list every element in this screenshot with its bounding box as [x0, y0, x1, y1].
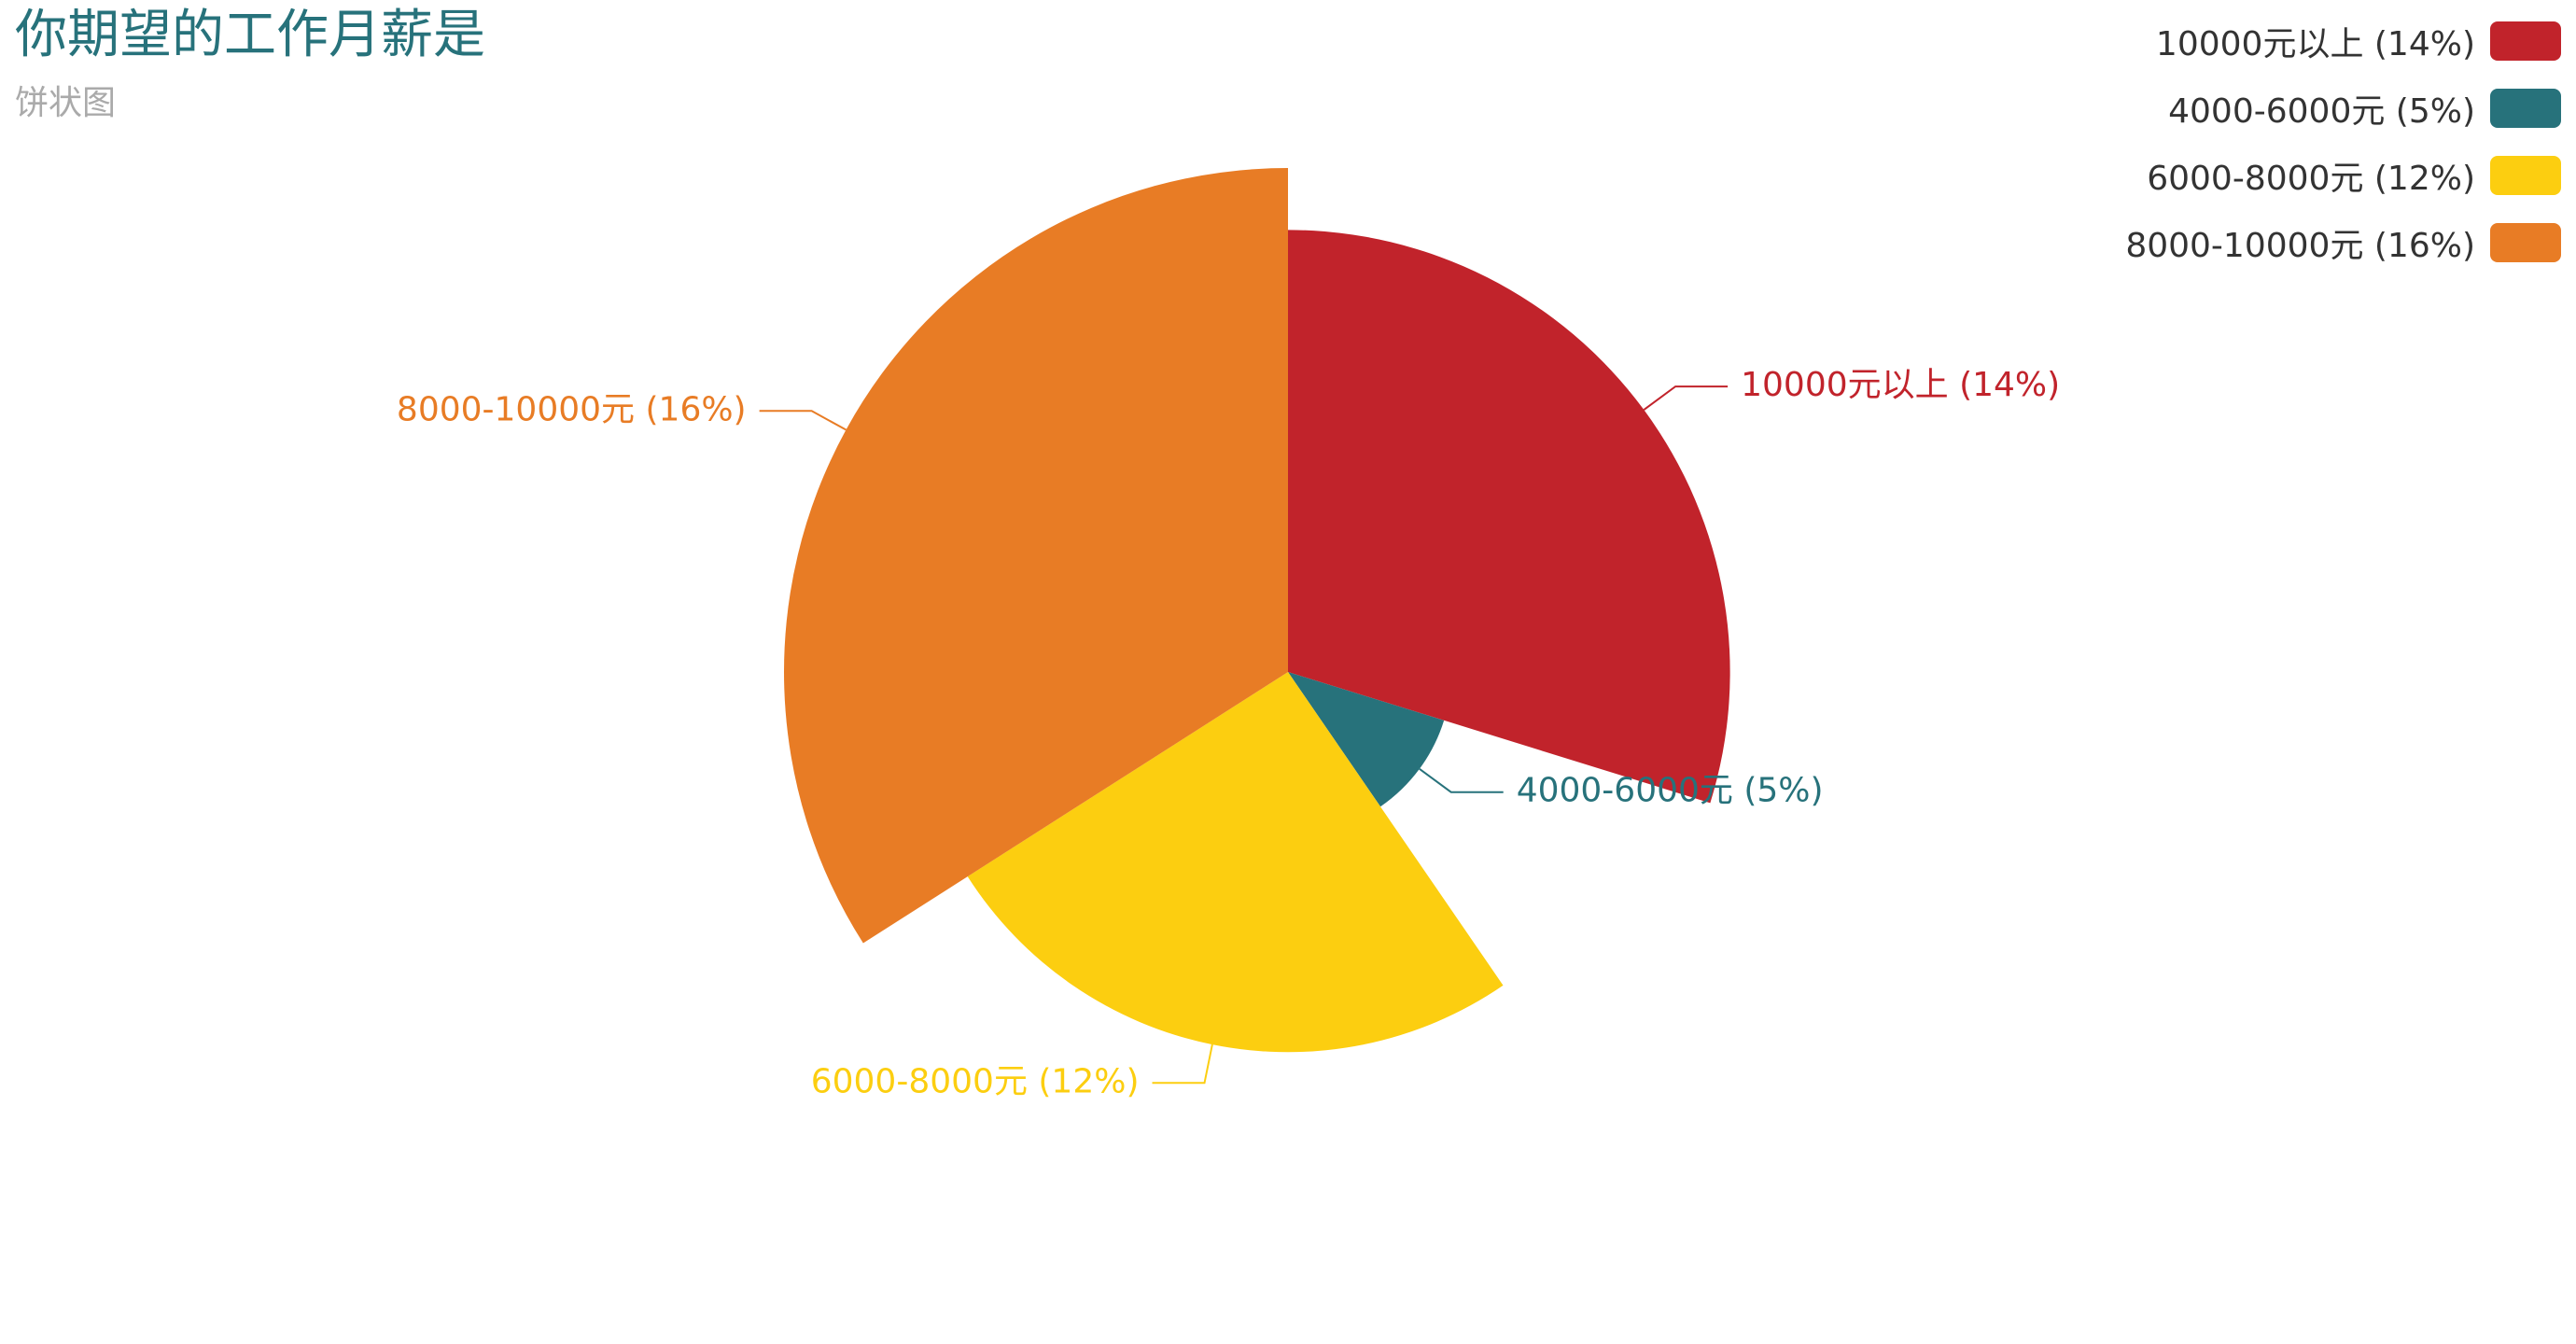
legend-label: 6000-8000元 (12%)	[2147, 160, 2475, 198]
slice-label: 6000-8000元 (12%)	[811, 1062, 1140, 1100]
chart-subtitle: 饼状图	[15, 84, 117, 122]
legend-item[interactable]: 6000-8000元 (12%)	[2147, 142, 2561, 209]
legend-swatch	[2490, 156, 2561, 195]
legend-item[interactable]: 8000-10000元 (16%)	[2125, 209, 2561, 276]
slice-label: 8000-10000元 (16%)	[397, 390, 747, 428]
chart-title: 你期望的工作月薪是	[15, 5, 485, 65]
leader-line	[1643, 385, 1729, 411]
pie-slice[interactable]	[784, 168, 1288, 944]
legend-item[interactable]: 4000-6000元 (5%)	[2168, 75, 2561, 142]
pie-slice[interactable]	[1288, 230, 1730, 804]
legend-swatch	[2490, 89, 2561, 128]
leader-line	[759, 410, 847, 431]
legend-label: 4000-6000元 (5%)	[2168, 92, 2475, 131]
chart-legend: 10000元以上 (14%) 4000-6000元 (5%) 6000-8000元 …	[2125, 7, 2561, 276]
leader-line	[1152, 1043, 1213, 1085]
leader-line	[1419, 768, 1504, 793]
pie-slice[interactable]	[967, 672, 1504, 1053]
legend-label: 8000-10000元 (16%)	[2125, 227, 2475, 265]
slice-label: 10000元以上 (14%)	[1741, 366, 2060, 404]
legend-label: 10000元以上 (14%)	[2155, 25, 2475, 63]
legend-item[interactable]: 10000元以上 (14%)	[2156, 7, 2561, 75]
pie-slice[interactable]	[1288, 672, 1445, 807]
legend-swatch	[2490, 223, 2561, 262]
legend-swatch	[2490, 21, 2561, 61]
slice-label: 4000-6000元 (5%)	[1517, 772, 1824, 810]
